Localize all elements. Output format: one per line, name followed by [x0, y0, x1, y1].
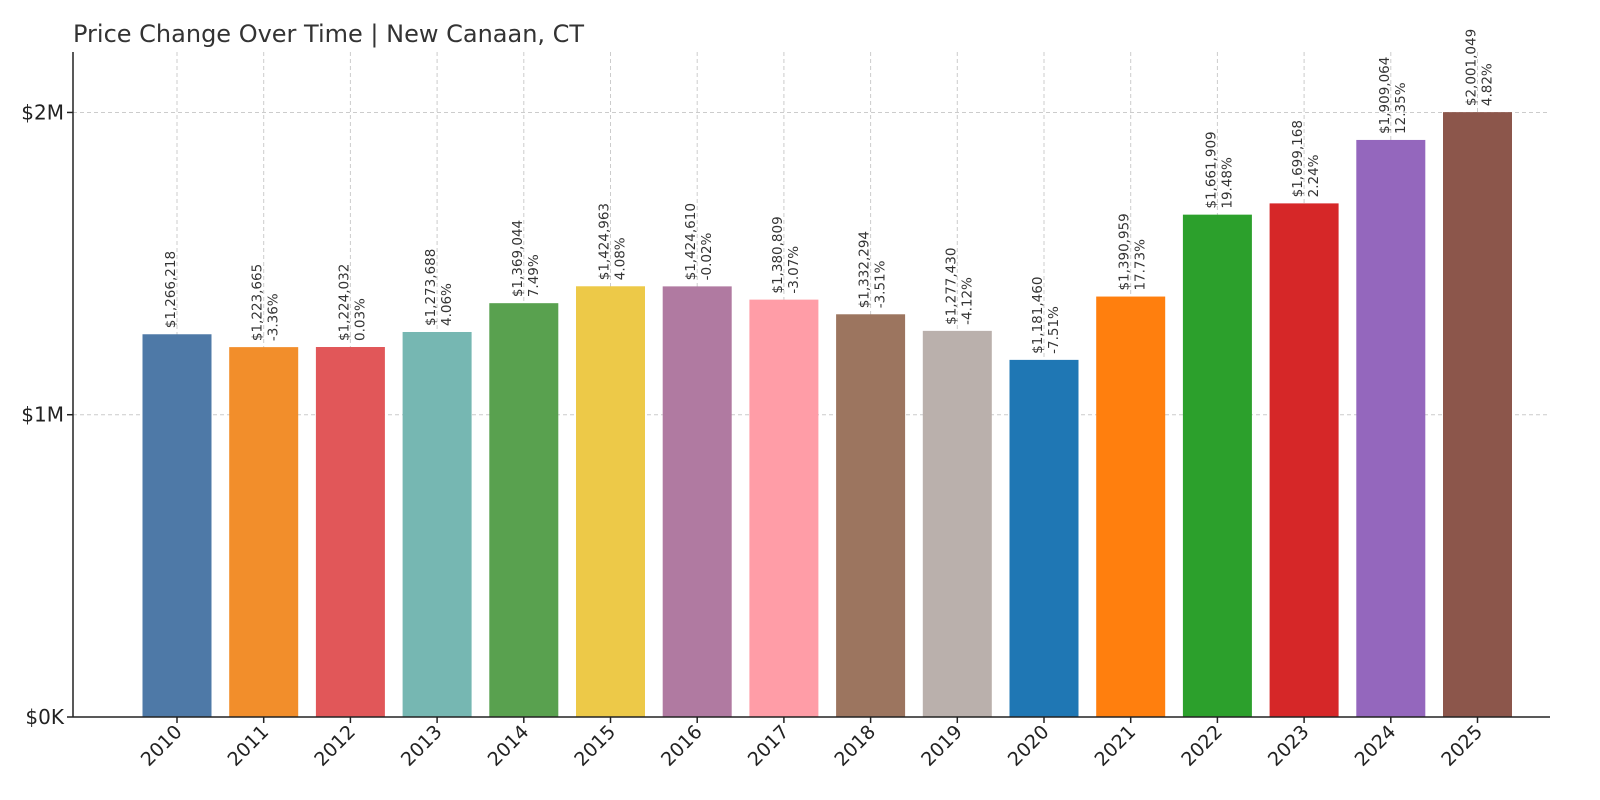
- bar: [576, 286, 645, 717]
- bar: [315, 347, 385, 717]
- bar-change-label: 0.03%: [352, 298, 368, 341]
- bar: [836, 314, 906, 717]
- bar-change-label: 12.35%: [1393, 82, 1409, 134]
- x-tick-label: 2020: [1004, 721, 1054, 771]
- bar-value-label: $1,277,430: [943, 248, 959, 325]
- bar-change-label: -3.07%: [786, 246, 802, 294]
- bar-change-label: -3.36%: [266, 293, 282, 341]
- bar-change-label: 4.82%: [1480, 63, 1496, 106]
- bar-value-label: $1,266,218: [163, 251, 179, 328]
- bar: [1269, 203, 1339, 718]
- bar-value-label: $1,223,665: [250, 264, 266, 341]
- bar: [1009, 359, 1079, 717]
- x-tick-label: 2012: [310, 721, 360, 771]
- bar: [229, 347, 299, 717]
- x-tick-label: 2024: [1351, 721, 1401, 771]
- x-tick-label: 2011: [223, 721, 273, 771]
- bar-value-label: $1,661,909: [1203, 131, 1219, 208]
- bar-value-label: $1,699,168: [1290, 120, 1306, 197]
- x-tick-label: 2023: [1264, 721, 1314, 771]
- bar-change-label: 17.73%: [1133, 239, 1149, 291]
- x-tick-label: 2019: [917, 721, 967, 771]
- x-tick-label: 2022: [1177, 721, 1227, 771]
- bar: [402, 331, 472, 717]
- bar: [662, 286, 732, 717]
- bar-change-label: 4.08%: [613, 237, 629, 280]
- bar-value-label: $1,224,032: [336, 264, 352, 341]
- y-tick-label: $1M: [21, 403, 64, 427]
- x-tick-label: 2025: [1437, 721, 1487, 771]
- bar-change-label: 7.49%: [526, 254, 542, 297]
- bars: [142, 112, 1512, 718]
- x-tick-label: 2017: [744, 721, 794, 771]
- bar: [142, 334, 212, 717]
- bar: [1182, 214, 1252, 717]
- data-labels: $1,266,218 $1,223,665 -3.36% $1,224,032 0.03…: [163, 29, 1496, 354]
- bar: [1356, 139, 1426, 717]
- bar-value-label: $2,001,049: [1464, 29, 1480, 106]
- x-tick-label: 2015: [570, 721, 620, 771]
- bar-value-label: $1,181,460: [1030, 277, 1046, 354]
- bar-value-label: $1,380,809: [770, 216, 786, 293]
- y-axis-ticks: $0K $1M $2M: [21, 100, 73, 729]
- bar-change-label: -7.51%: [1046, 306, 1062, 354]
- x-tick-label: 2021: [1090, 721, 1140, 771]
- bar-change-label: -4.12%: [959, 277, 975, 325]
- bar-change-label: 2.24%: [1306, 154, 1322, 197]
- bar: [749, 299, 819, 717]
- bar-value-label: $1,909,064: [1377, 57, 1393, 134]
- bar-change-label: -3.51%: [873, 260, 889, 308]
- x-tick-label: 2018: [830, 721, 880, 771]
- bar-value-label: $1,424,963: [597, 203, 613, 280]
- x-tick-label: 2010: [137, 721, 187, 771]
- bar-value-label: $1,424,610: [683, 203, 699, 280]
- bar-change-label: 4.06%: [439, 283, 455, 326]
- bar-change-label: 19.48%: [1219, 157, 1235, 209]
- bar: [489, 303, 559, 717]
- x-tick-label: 2016: [657, 721, 707, 771]
- bar-change-label: -0.02%: [699, 232, 715, 280]
- y-tick-label: $2M: [21, 100, 64, 124]
- bar: [922, 330, 992, 717]
- x-tick-label: 2013: [397, 721, 447, 771]
- bar-value-label: $1,369,044: [510, 220, 526, 297]
- x-axis-ticks: 2010 2011 2012 2013 2014 2015 2016 2017 2018 2019…: [137, 717, 1487, 771]
- bar-value-label: $1,390,959: [1117, 213, 1133, 290]
- chart-title: Price Change Over Time | New Canaan, CT: [73, 20, 584, 48]
- bar: [1443, 112, 1512, 718]
- y-tick-label: $0K: [25, 705, 64, 729]
- bar-value-label: $1,273,688: [423, 249, 439, 326]
- bar: [1096, 296, 1166, 717]
- x-tick-label: 2014: [484, 721, 534, 771]
- bar-value-label: $1,332,294: [857, 231, 873, 308]
